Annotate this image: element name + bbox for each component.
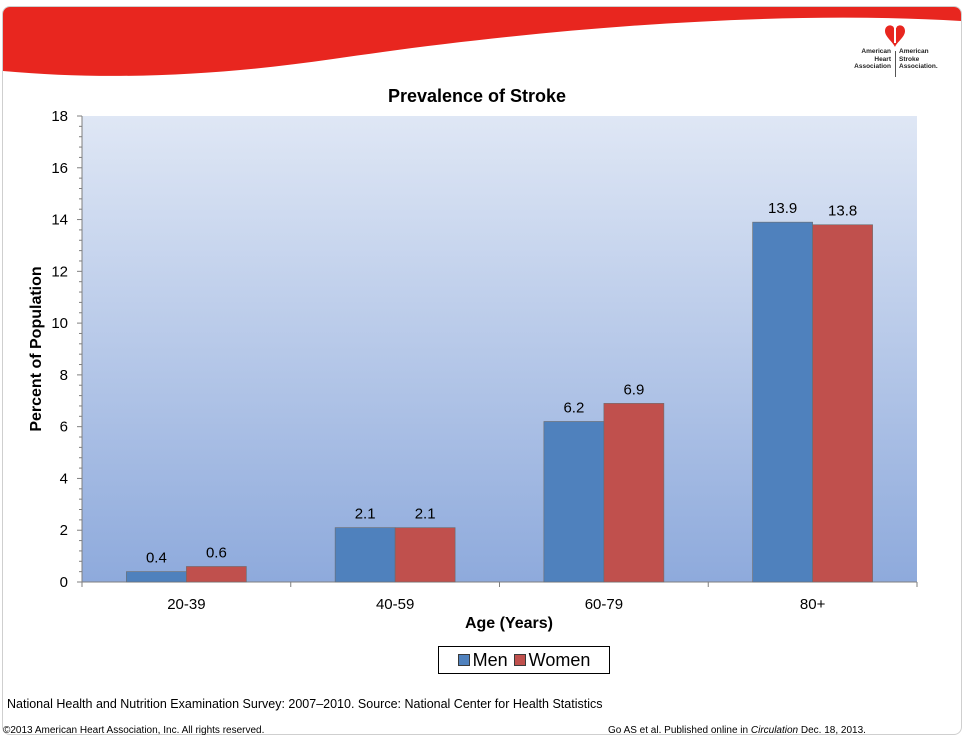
bar-men-20-39 xyxy=(126,571,187,583)
heart-association-text: American Heart Association xyxy=(854,48,891,70)
heart-torch-icon xyxy=(885,23,905,47)
legend-item-women: Women xyxy=(513,649,591,671)
bar-men-40-59 xyxy=(334,527,396,583)
y-axis-label: Percent of Population xyxy=(28,266,45,431)
y-tick-label: 0 xyxy=(60,574,68,591)
x-tick-label: 40-59 xyxy=(376,596,414,613)
y-tick-label: 6 xyxy=(60,419,68,436)
data-label: 13.8 xyxy=(828,203,857,220)
y-tick-label: 10 xyxy=(51,315,68,332)
chart-legend: Men Women xyxy=(438,646,610,674)
bar-women-80+ xyxy=(812,224,873,583)
logo-divider xyxy=(895,51,896,77)
bar-women-40-59 xyxy=(394,527,456,583)
y-tick-label: 2 xyxy=(60,522,68,539)
y-tick-label: 8 xyxy=(60,367,68,384)
data-label: 2.1 xyxy=(355,506,376,523)
citation-prefix: Go AS et al. Published online in xyxy=(608,725,751,736)
y-tick-label: 18 xyxy=(51,108,68,125)
x-tick-label: 60-79 xyxy=(585,596,623,613)
bar-men-80+ xyxy=(752,221,813,583)
legend-swatch-women xyxy=(513,654,526,666)
citation-footer: Go AS et al. Published online in Circula… xyxy=(608,725,866,736)
red-banner xyxy=(3,7,961,76)
bar-women-20-39 xyxy=(186,566,247,583)
y-tick-label: 14 xyxy=(51,212,68,229)
legend-label-men: Men xyxy=(472,649,508,670)
legend-label-women: Women xyxy=(528,649,591,670)
legend-item-men: Men xyxy=(457,649,508,671)
bar-women-60-79 xyxy=(603,403,665,583)
y-tick-label: 4 xyxy=(60,470,68,487)
aha-asa-logo: American Heart Association American Stro… xyxy=(841,21,953,85)
y-tick-label: 12 xyxy=(51,263,68,280)
data-label: 2.1 xyxy=(415,506,436,523)
x-tick-label: 20-39 xyxy=(167,596,205,613)
data-label: 6.2 xyxy=(563,399,584,416)
source-note: National Health and Nutrition Examinatio… xyxy=(7,697,603,711)
chart-title: Prevalence of Stroke xyxy=(388,86,566,106)
data-label: 6.9 xyxy=(623,381,644,398)
citation-journal: Circulation xyxy=(750,725,799,736)
citation-suffix: Dec. 18, 2013. xyxy=(798,725,866,736)
stroke-association-text: American Stroke Association. xyxy=(899,48,938,70)
data-label: 13.9 xyxy=(768,200,797,217)
legend-swatch-men xyxy=(457,654,470,666)
bar-men-60-79 xyxy=(543,421,605,583)
y-tick-label: 16 xyxy=(51,160,68,177)
data-label: 0.6 xyxy=(206,544,227,561)
data-label: 0.4 xyxy=(146,550,167,567)
x-tick-label: 80+ xyxy=(800,596,826,613)
x-axis-label: Age (Years) xyxy=(465,615,553,632)
copyright-footer: ©2013 American Heart Association, Inc. A… xyxy=(3,725,265,736)
